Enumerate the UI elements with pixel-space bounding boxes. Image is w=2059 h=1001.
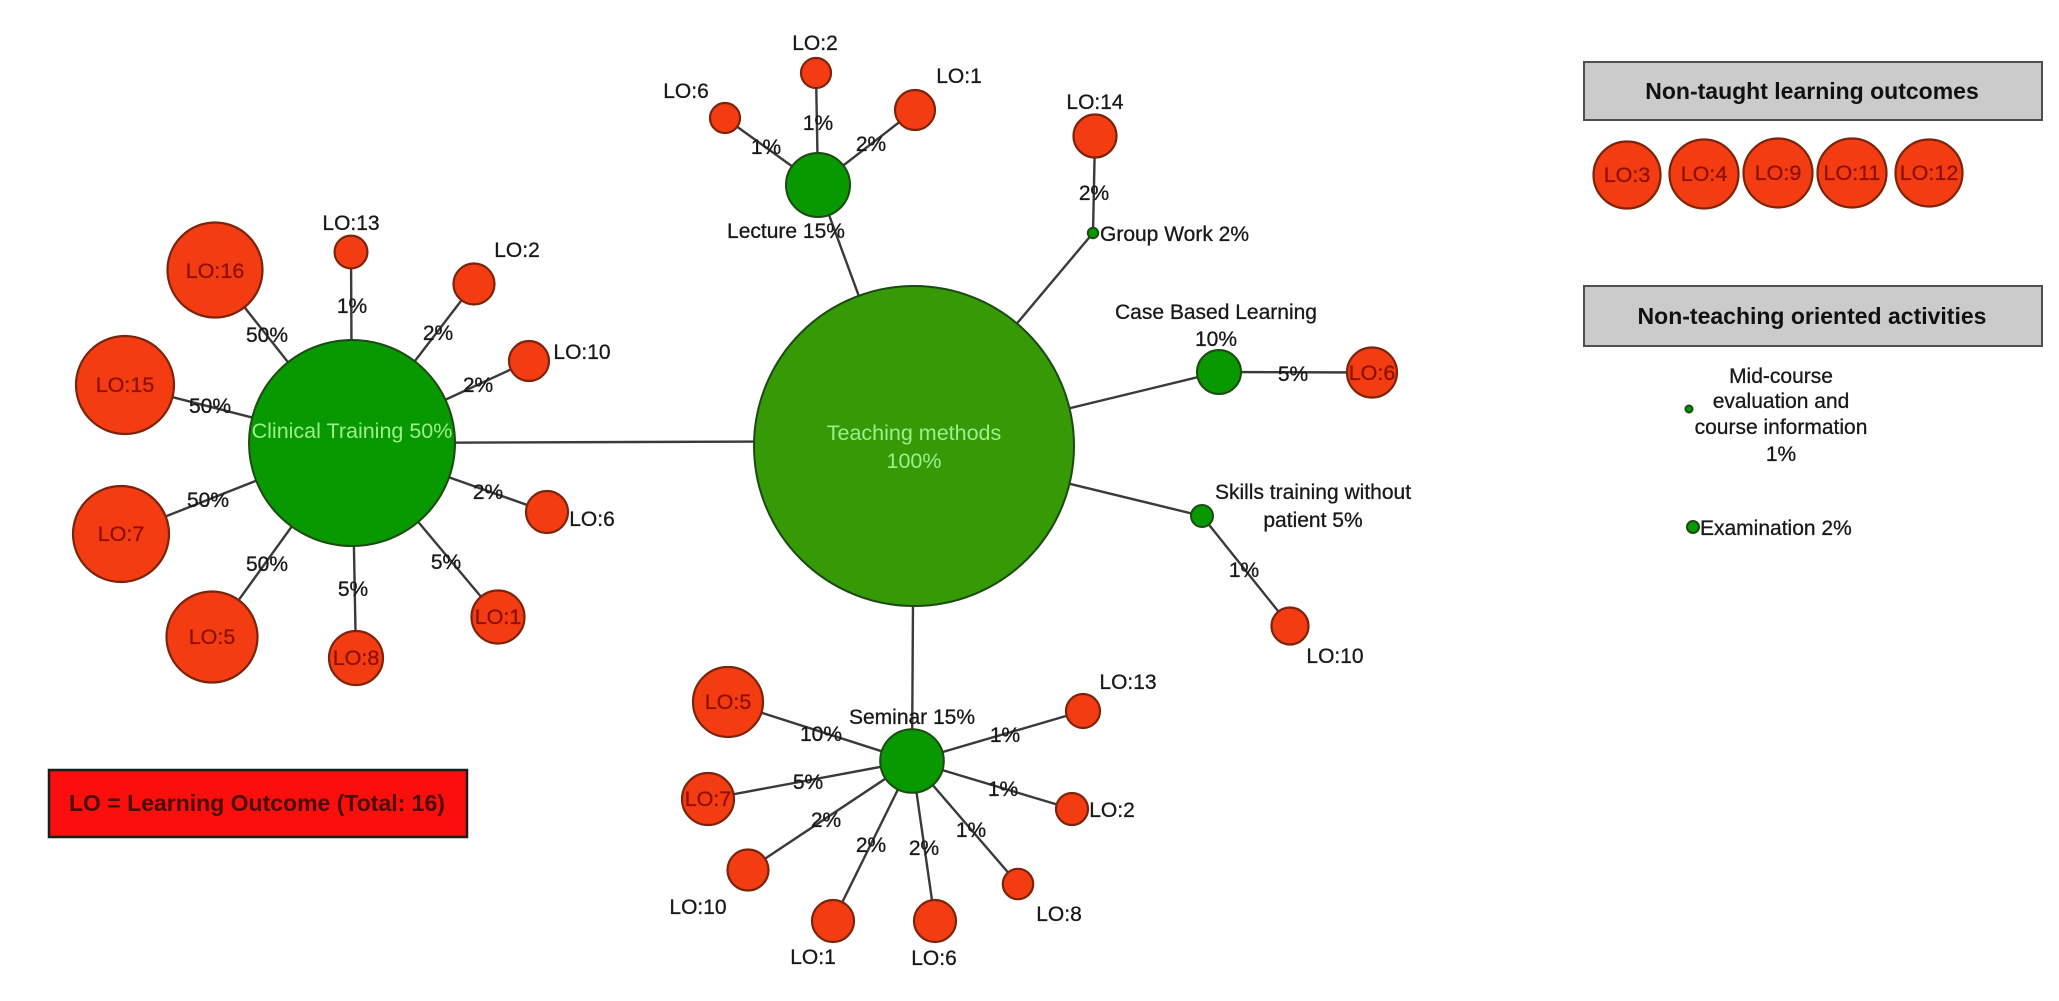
- svg-text:2%: 2%: [473, 481, 503, 504]
- svg-text:LO:12: LO:12: [1900, 161, 1959, 185]
- svg-text:LO:2: LO:2: [494, 239, 540, 262]
- svg-text:50%: 50%: [189, 395, 231, 418]
- svg-text:2%: 2%: [1079, 182, 1109, 205]
- svg-text:LO:4: LO:4: [1681, 162, 1728, 186]
- svg-text:1%: 1%: [1229, 559, 1259, 582]
- svg-text:Teaching methods: Teaching methods: [827, 421, 1002, 445]
- svg-text:2%: 2%: [856, 133, 886, 156]
- svg-text:LO:6: LO:6: [911, 947, 957, 970]
- svg-text:5%: 5%: [338, 578, 368, 601]
- svg-text:LO:7: LO:7: [98, 522, 145, 546]
- svg-text:2%: 2%: [463, 374, 493, 397]
- svg-text:1%: 1%: [751, 136, 781, 159]
- svg-text:LO:10: LO:10: [1306, 645, 1363, 668]
- svg-text:Group Work 2%: Group Work 2%: [1100, 223, 1249, 246]
- svg-text:LO:3: LO:3: [1604, 163, 1651, 187]
- svg-text:Skills training without: Skills training without: [1215, 481, 1411, 504]
- svg-text:LO:14: LO:14: [1066, 91, 1124, 114]
- svg-text:5%: 5%: [793, 771, 823, 794]
- svg-text:LO:11: LO:11: [1824, 161, 1881, 185]
- svg-text:1%: 1%: [337, 295, 367, 318]
- svg-text:LO = Learning Outcome (Total:: LO = Learning Outcome (Total: 16): [69, 790, 445, 816]
- svg-text:10%: 10%: [1195, 328, 1237, 351]
- svg-text:Non-taught learning outcomes: Non-taught learning outcomes: [1645, 78, 1979, 104]
- svg-text:LO:15: LO:15: [96, 373, 155, 397]
- svg-text:Examination 2%: Examination 2%: [1700, 517, 1852, 540]
- svg-text:1%: 1%: [803, 112, 833, 135]
- svg-text:LO:1: LO:1: [475, 605, 522, 629]
- svg-text:1%: 1%: [1766, 443, 1796, 466]
- svg-text:10%: 10%: [800, 723, 842, 746]
- svg-text:LO:6: LO:6: [1349, 361, 1396, 385]
- svg-text:1%: 1%: [990, 724, 1020, 747]
- svg-text:LO:2: LO:2: [1089, 799, 1135, 822]
- svg-text:2%: 2%: [856, 834, 886, 857]
- svg-text:LO:5: LO:5: [189, 625, 236, 649]
- svg-text:LO:6: LO:6: [569, 508, 615, 531]
- svg-text:1%: 1%: [956, 819, 986, 842]
- svg-text:50%: 50%: [187, 489, 229, 512]
- svg-text:LO:10: LO:10: [669, 896, 726, 919]
- svg-text:2%: 2%: [811, 809, 841, 832]
- svg-text:LO:16: LO:16: [186, 259, 245, 283]
- svg-text:LO:8: LO:8: [1036, 903, 1082, 926]
- svg-text:Case Based Learning: Case Based Learning: [1115, 301, 1317, 324]
- svg-text:LO:5: LO:5: [705, 690, 752, 714]
- svg-text:50%: 50%: [246, 553, 288, 576]
- svg-text:LO:9: LO:9: [1755, 161, 1802, 185]
- svg-text:1%: 1%: [988, 778, 1018, 801]
- svg-text:patient 5%: patient 5%: [1263, 509, 1362, 532]
- svg-text:LO:7: LO:7: [685, 787, 732, 811]
- svg-text:Seminar 15%: Seminar 15%: [849, 706, 975, 729]
- svg-text:Clinical Training 50%: Clinical Training 50%: [252, 419, 453, 443]
- svg-text:LO:8: LO:8: [333, 646, 380, 670]
- svg-text:evaluation and: evaluation and: [1713, 390, 1850, 413]
- svg-text:50%: 50%: [246, 324, 288, 347]
- svg-text:LO:10: LO:10: [553, 341, 610, 364]
- svg-text:Mid-course: Mid-course: [1729, 365, 1833, 388]
- svg-text:2%: 2%: [423, 322, 453, 345]
- svg-text:100%: 100%: [887, 449, 942, 473]
- svg-text:LO:6: LO:6: [663, 80, 709, 103]
- svg-text:5%: 5%: [1278, 363, 1308, 386]
- svg-text:Lecture 15%: Lecture 15%: [727, 220, 845, 243]
- svg-text:2%: 2%: [909, 837, 939, 860]
- svg-text:course information: course information: [1695, 416, 1868, 439]
- svg-text:LO:13: LO:13: [322, 212, 379, 235]
- svg-text:LO:1: LO:1: [936, 65, 982, 88]
- svg-text:LO:13: LO:13: [1099, 671, 1156, 694]
- svg-text:5%: 5%: [431, 551, 461, 574]
- svg-text:LO:1: LO:1: [790, 946, 836, 969]
- svg-text:Non-teaching oriented activiti: Non-teaching oriented activities: [1638, 303, 1987, 329]
- svg-text:LO:2: LO:2: [792, 32, 838, 55]
